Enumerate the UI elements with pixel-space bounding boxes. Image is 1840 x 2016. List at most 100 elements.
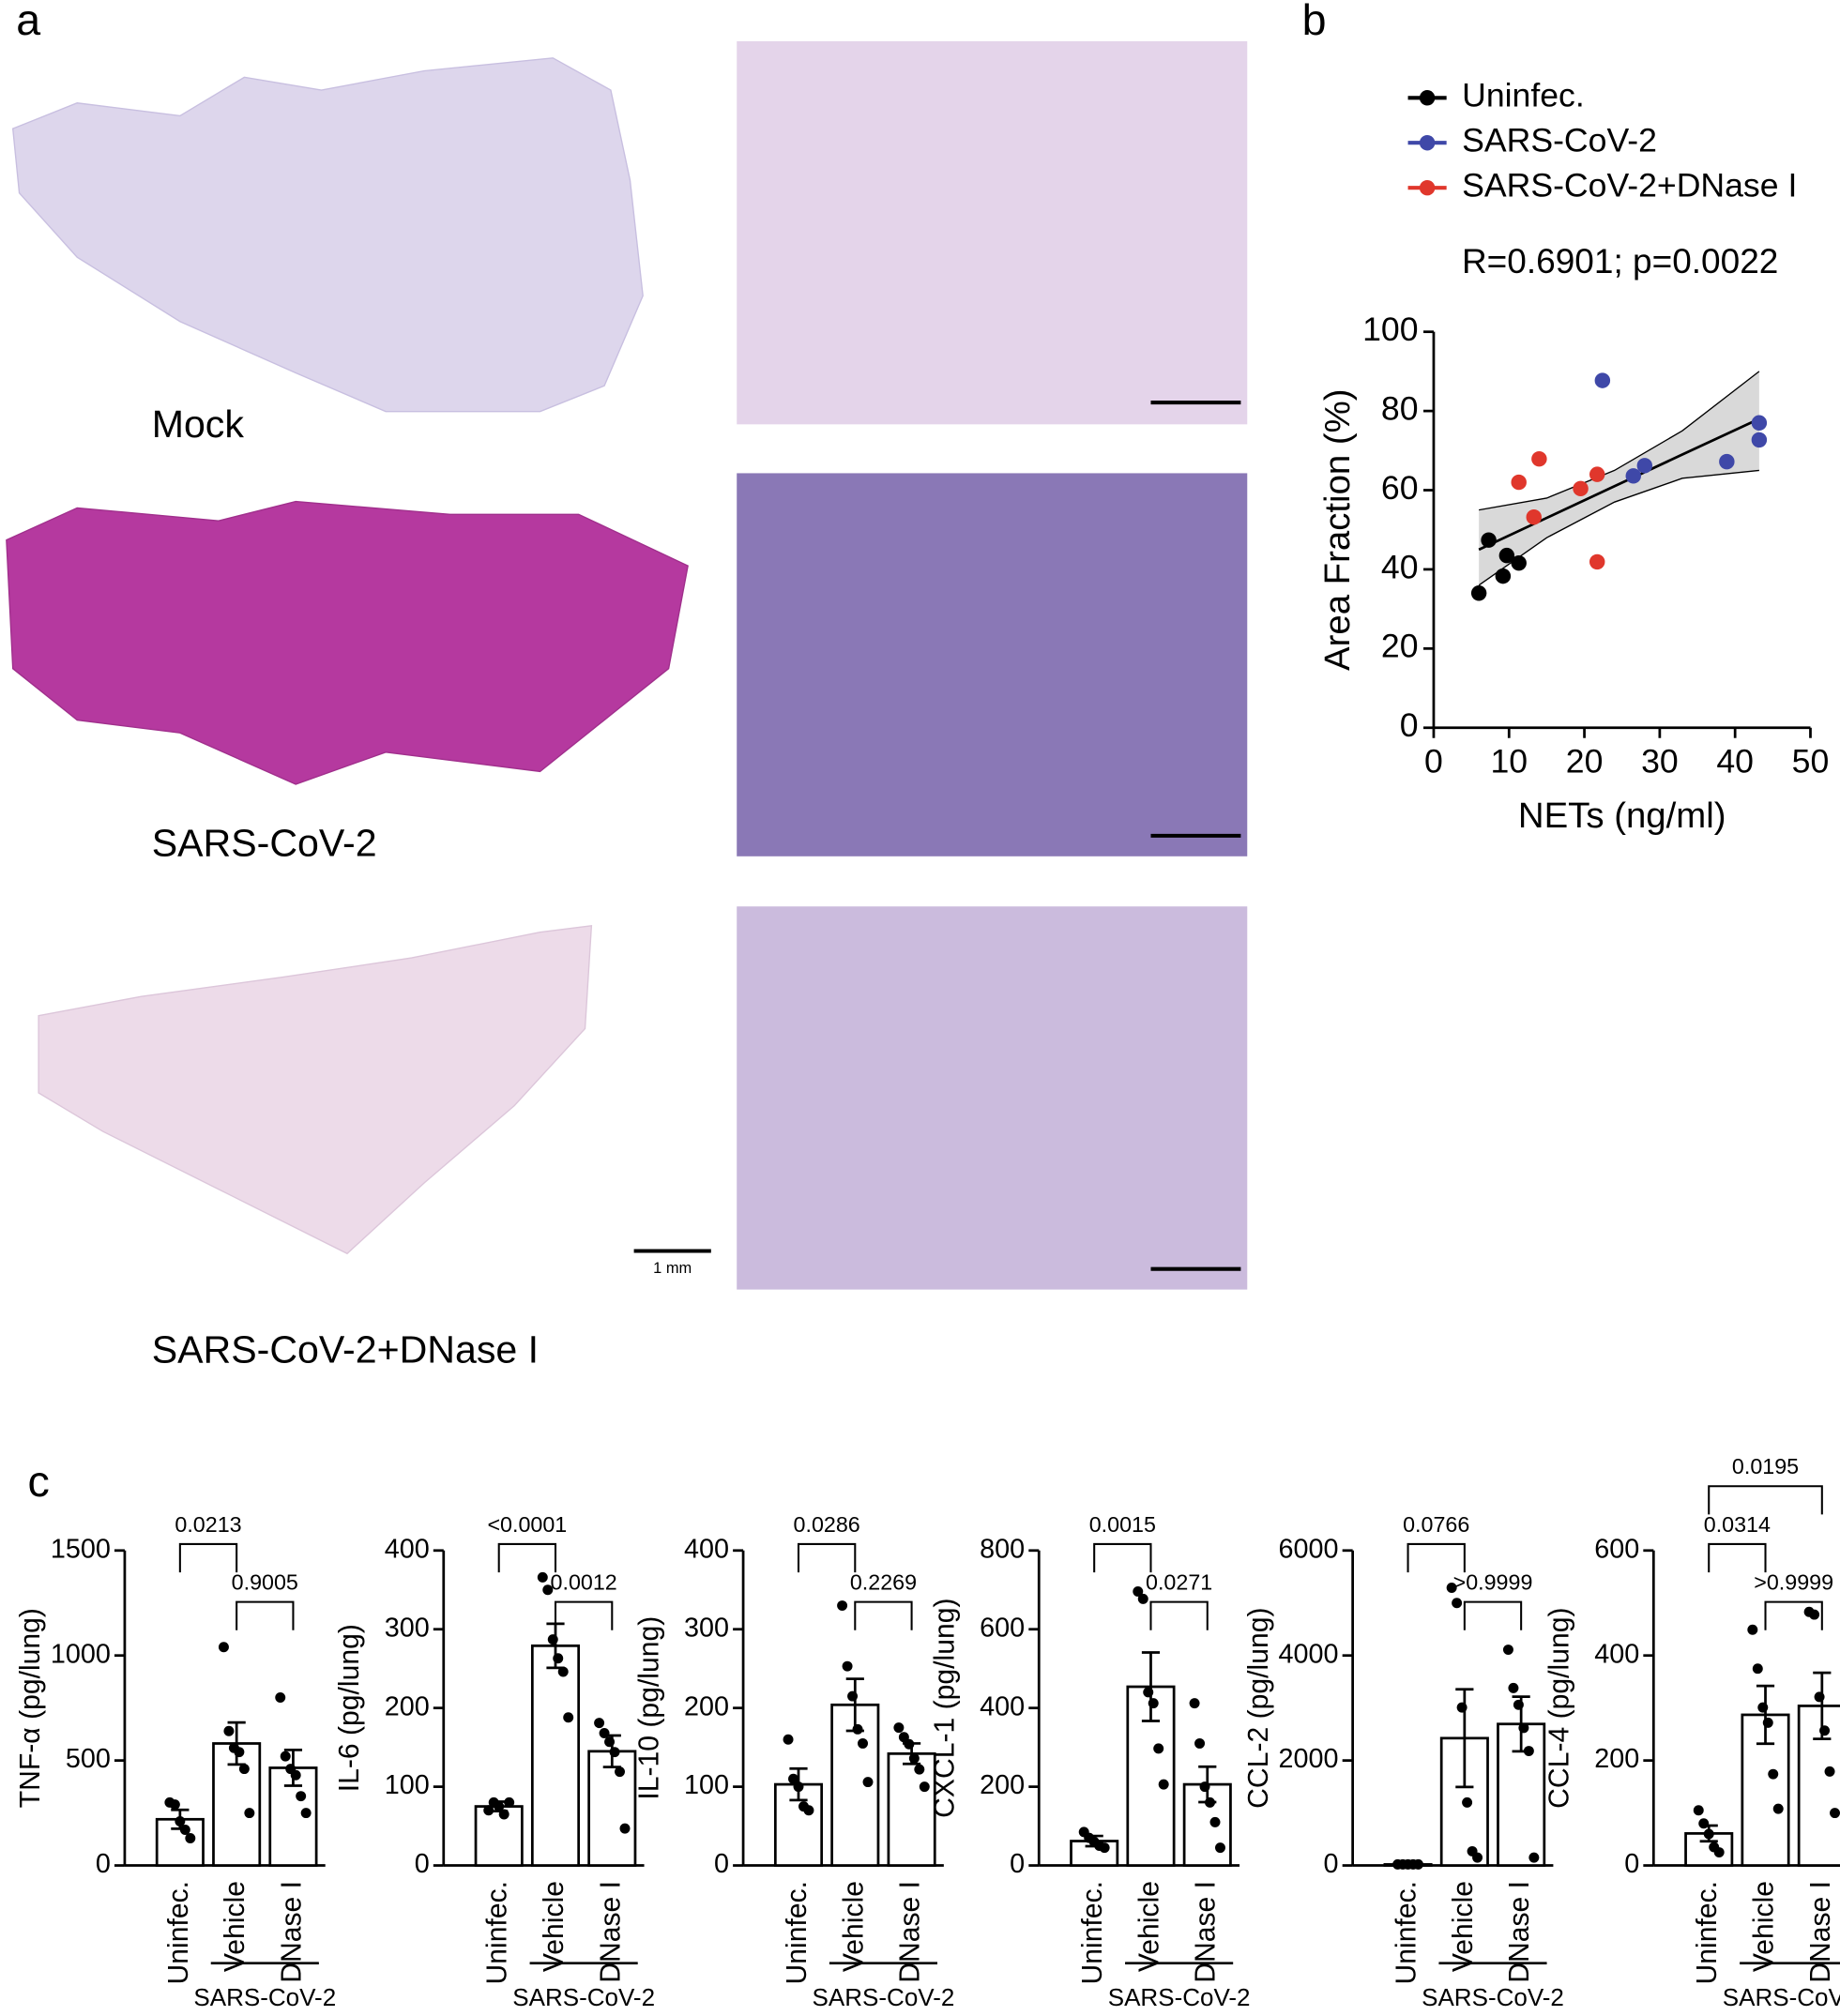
data-point [1446,1583,1457,1594]
group-label: SARS-CoV-2 [1723,1983,1840,2011]
y-tick-label: 6000 [1279,1534,1339,1564]
image-caption: Mock [152,402,245,446]
y-tick-label: 200 [684,1691,729,1721]
x-tick-label: 10 [1490,743,1528,781]
y-tick-label: 100 [684,1770,729,1800]
legend-marker [1419,135,1436,151]
data-point [1199,1781,1210,1793]
comparison-bracket [1093,1542,1152,1573]
band-upper [1479,371,1760,511]
data-point [1713,1847,1725,1858]
x-tick-label: DNase I [276,1881,307,1983]
point [1751,415,1768,431]
data-point [1693,1805,1704,1816]
bar [1684,1832,1734,1867]
data-point [788,1773,798,1784]
y-axis-label: IL-10 (pg/lung) [633,1616,664,1800]
y-axis-label: CCL-2 (pg/lung) [1243,1608,1274,1809]
data-point [280,1751,291,1762]
image-caption: SARS-CoV-2+DNase I [152,1328,539,1372]
x-tick-label: 20 [1566,743,1604,781]
y-tick-label: 20 [1381,628,1419,665]
point [1470,585,1487,601]
y-tick-label: 200 [1594,1744,1639,1774]
annotation: R=0.6901; p=0.0022 [1462,242,1778,280]
data-point [244,1808,255,1819]
data-point [494,1801,505,1812]
data-point [594,1718,605,1729]
p-value: 0.0195 [1732,1454,1799,1478]
data-point [1158,1779,1169,1790]
panel-label: a [16,0,40,44]
data-point [904,1738,915,1750]
data-point [290,1769,301,1781]
data-point [547,1634,558,1645]
panel-label: c [27,1457,49,1506]
p-value: 0.0314 [1704,1512,1771,1537]
point [1511,554,1527,571]
data-point [1747,1624,1758,1635]
data-point [553,1653,564,1664]
group-label: SARS-CoV-2 [193,1983,336,2011]
data-point [300,1808,312,1819]
data-point [1762,1717,1773,1728]
data-point [1099,1842,1110,1854]
p-value: 0.9005 [232,1570,298,1595]
p-value: 0.0012 [551,1570,617,1595]
y-tick-label: 600 [980,1613,1025,1643]
point [1589,553,1605,570]
data-point [1814,1691,1825,1703]
lung-section-infected [6,500,689,785]
x-tick-label: DNase I [595,1881,626,1983]
data-point [1143,1687,1154,1698]
y-tick-label: 100 [385,1770,430,1800]
legend-label: SARS-CoV-2 [1462,122,1657,159]
p-value: >0.9999 [1453,1570,1533,1595]
data-point [185,1832,196,1843]
y-tick-label: 400 [684,1534,729,1564]
data-point [223,1725,235,1736]
y-tick-label: 100 [1362,311,1418,348]
x-tick-label: DNase I [1191,1881,1222,1983]
data-point [919,1781,930,1793]
y-tick-label: 300 [385,1613,430,1643]
x-tick-label: Vehicle [838,1881,869,1972]
data-point [1194,1737,1206,1749]
data-point [783,1734,794,1745]
confidence-band [1479,371,1759,585]
comparison-bracket [1764,1600,1823,1630]
data-point [1772,1803,1784,1814]
data-point [1452,1598,1463,1609]
p-value: >0.9999 [1754,1570,1833,1595]
data-point [1413,1858,1423,1870]
data-point [858,1737,868,1749]
p-value: 0.0015 [1089,1512,1156,1537]
comparison-bracket [797,1542,857,1573]
x-tick-label: Uninfec. [1391,1881,1422,1985]
data-point [483,1805,494,1816]
data-point [1518,1722,1529,1734]
point [1531,450,1547,467]
point [1481,532,1497,548]
y-axis-label: Area Fraction (%) [1317,388,1358,671]
y-tick-label: 40 [1381,548,1419,585]
data-point [898,1732,909,1743]
comparison-bracket [1407,1542,1466,1573]
bar [887,1751,936,1867]
data-point [803,1805,814,1816]
data-point [847,1690,859,1702]
data-point [1137,1593,1148,1604]
data-point [1472,1852,1483,1863]
data-point [599,1728,610,1739]
data-point [1819,1725,1831,1736]
y-tick-label: 2000 [1279,1744,1339,1774]
data-point [296,1791,307,1802]
y-tick-label: 600 [1594,1534,1639,1564]
data-point [1508,1682,1519,1693]
data-point [1703,1828,1714,1840]
comparison-bracket [854,1600,913,1630]
x-tick-label: Uninfec. [163,1881,194,1985]
y-tick-label: 200 [385,1691,430,1721]
data-point [1462,1796,1473,1808]
data-point [609,1747,620,1758]
